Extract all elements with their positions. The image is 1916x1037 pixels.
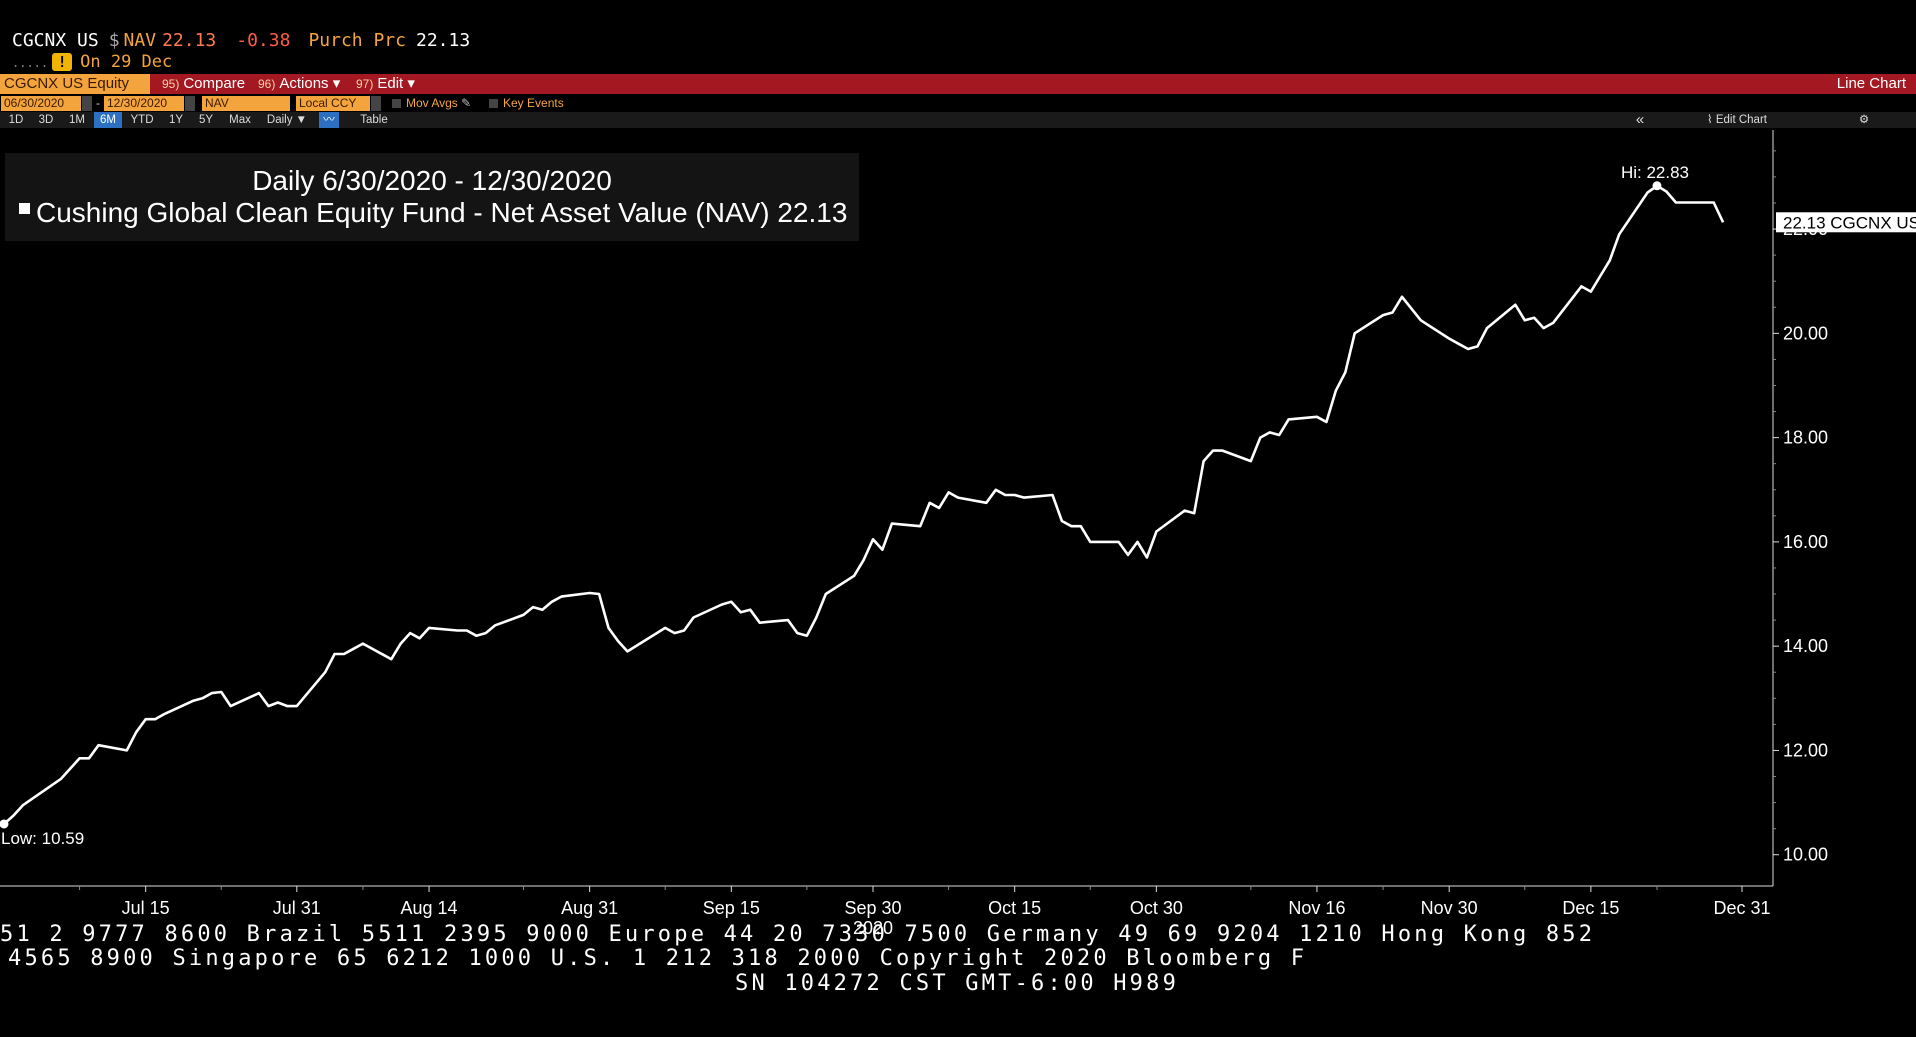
mov-avgs-toggle[interactable]: Mov Avgs ✎ [392, 95, 471, 112]
currency-symbol: $ [108, 30, 120, 51]
x-tick-label: Jul 15 [122, 898, 170, 918]
field-label: NAV [123, 30, 157, 51]
x-tick-label: Nov 30 [1421, 898, 1478, 918]
start-date-input[interactable]: 06/30/2020 [1, 96, 81, 111]
nav-series-line [3, 184, 1725, 825]
x-tick-label: Nov 16 [1288, 898, 1345, 918]
compare-menu[interactable]: 95) Compare [162, 75, 246, 92]
series-swatch [19, 203, 30, 215]
period-1m[interactable]: 1M [69, 114, 85, 126]
ticker-tape-3: SN 104272 CST GMT-6:00 H989-8382-172 30-… [735, 971, 1181, 996]
currency-select[interactable]: Local CCY [296, 96, 370, 111]
checkbox-icon[interactable] [392, 99, 401, 109]
x-tick-label: Dec 15 [1562, 898, 1619, 918]
purchase-price-label: Purch Prc [308, 30, 406, 51]
table-button[interactable]: Table [360, 114, 388, 126]
period-1d[interactable]: 1D [8, 114, 24, 126]
x-year-label: 2020 [853, 918, 893, 938]
end-date-input[interactable]: 12/30/2020 [104, 96, 184, 111]
y-tick-label: 12.00 [1783, 740, 1828, 760]
y-tick-label: 10.00 [1783, 845, 1828, 865]
chart-controls: 06/30/2020 - 12/30/2020 NAV Local CCY Mo… [0, 95, 1916, 112]
period-3d[interactable]: 3D [38, 114, 54, 126]
function-toolbar: CGCNX US Equity 95) Compare 96) Actions ▾ … [0, 74, 1916, 94]
last-value-label: 22.13 CGCNX US [1783, 213, 1916, 232]
status-line: .....! On 29 Dec [12, 52, 172, 72]
period-5y[interactable]: 5Y [198, 114, 214, 126]
period-max[interactable]: Max [229, 114, 251, 126]
chart-type-label[interactable]: Line Chart [1836, 75, 1906, 92]
calendar-icon[interactable] [185, 96, 195, 111]
period-bar: 1D 3D 1M 6M YTD 1Y 5Y Max Daily ▼ 〰 Tabl… [0, 112, 1916, 128]
on-date: On 29 Dec [80, 52, 173, 72]
field-input[interactable]: NAV [202, 96, 290, 111]
security-field[interactable]: CGCNX US Equity [0, 74, 150, 94]
x-tick-label: Dec 31 [1713, 898, 1770, 918]
high-marker [1652, 181, 1662, 191]
edit-chart-icon: ⌇ [1707, 114, 1713, 126]
calendar-icon[interactable] [82, 96, 92, 111]
edit-chart-button[interactable]: ⌇ Edit Chart [1707, 114, 1767, 126]
x-tick-label: Jul 31 [273, 898, 321, 918]
x-tick-label: Aug 14 [401, 898, 458, 918]
ticker-tape-2: 4565 8900 Singapore 65 6212 1000 U.S. 1 … [8, 946, 1308, 971]
x-tick-label: Sep 15 [703, 898, 760, 918]
frequency-select[interactable]: Daily ▼ [266, 114, 308, 126]
key-events-toggle[interactable]: Key Events [489, 95, 564, 112]
ticker-label: CGCNX US [12, 30, 99, 51]
collapse-icon[interactable]: « [1635, 111, 1645, 128]
last-price: 22.13 [162, 30, 217, 51]
period-6m[interactable]: 6M [94, 112, 122, 128]
ticker-tape-1: 51 2 9777 8600 Brazil 5511 2395 9000 Eur… [0, 922, 1596, 947]
security-header: CGCNX US $ NAV 22.13 -0.38 Purch Prc 22.13 [12, 30, 480, 52]
gear-icon[interactable]: ⚙ [1858, 114, 1870, 126]
x-tick-label: Sep 30 [844, 898, 901, 918]
x-tick-label: Oct 15 [988, 898, 1041, 918]
warning-icon[interactable]: ! [52, 53, 73, 71]
edit-menu[interactable]: 97) Edit ▾ [356, 75, 415, 92]
line-chart-icon[interactable]: 〰 [319, 112, 339, 128]
purchase-price-value: 22.13 [415, 30, 471, 51]
period-1y[interactable]: 1Y [168, 114, 184, 126]
checkbox-icon[interactable] [489, 99, 498, 109]
actions-menu[interactable]: 96) Actions ▾ [258, 75, 341, 92]
y-tick-label: 20.00 [1783, 323, 1828, 343]
last-value-tag [1776, 212, 1916, 233]
y-tick-label: 14.00 [1783, 636, 1828, 656]
price-change: -0.38 [236, 30, 291, 51]
y-tick-label: 18.00 [1783, 428, 1828, 448]
period-ytd[interactable]: YTD [130, 114, 154, 126]
x-tick-label: Aug 31 [561, 898, 618, 918]
legend-period: Daily 6/30/2020 - 12/30/2020 [252, 165, 612, 196]
x-tick-label: Oct 30 [1130, 898, 1183, 918]
chart-legend: Daily 6/30/2020 - 12/30/2020 Cushing Glo… [5, 153, 859, 241]
low-label: Low: 10.59 [1, 829, 84, 848]
legend-series: Cushing Global Clean Equity Fund - Net A… [19, 197, 847, 229]
low-marker [0, 819, 9, 829]
chevron-down-icon[interactable] [371, 96, 381, 111]
dots: ..... [12, 56, 49, 70]
high-label: Hi: 22.83 [1621, 163, 1689, 182]
date-dash: - [96, 96, 100, 110]
y-tick-label: 16.00 [1783, 532, 1828, 552]
